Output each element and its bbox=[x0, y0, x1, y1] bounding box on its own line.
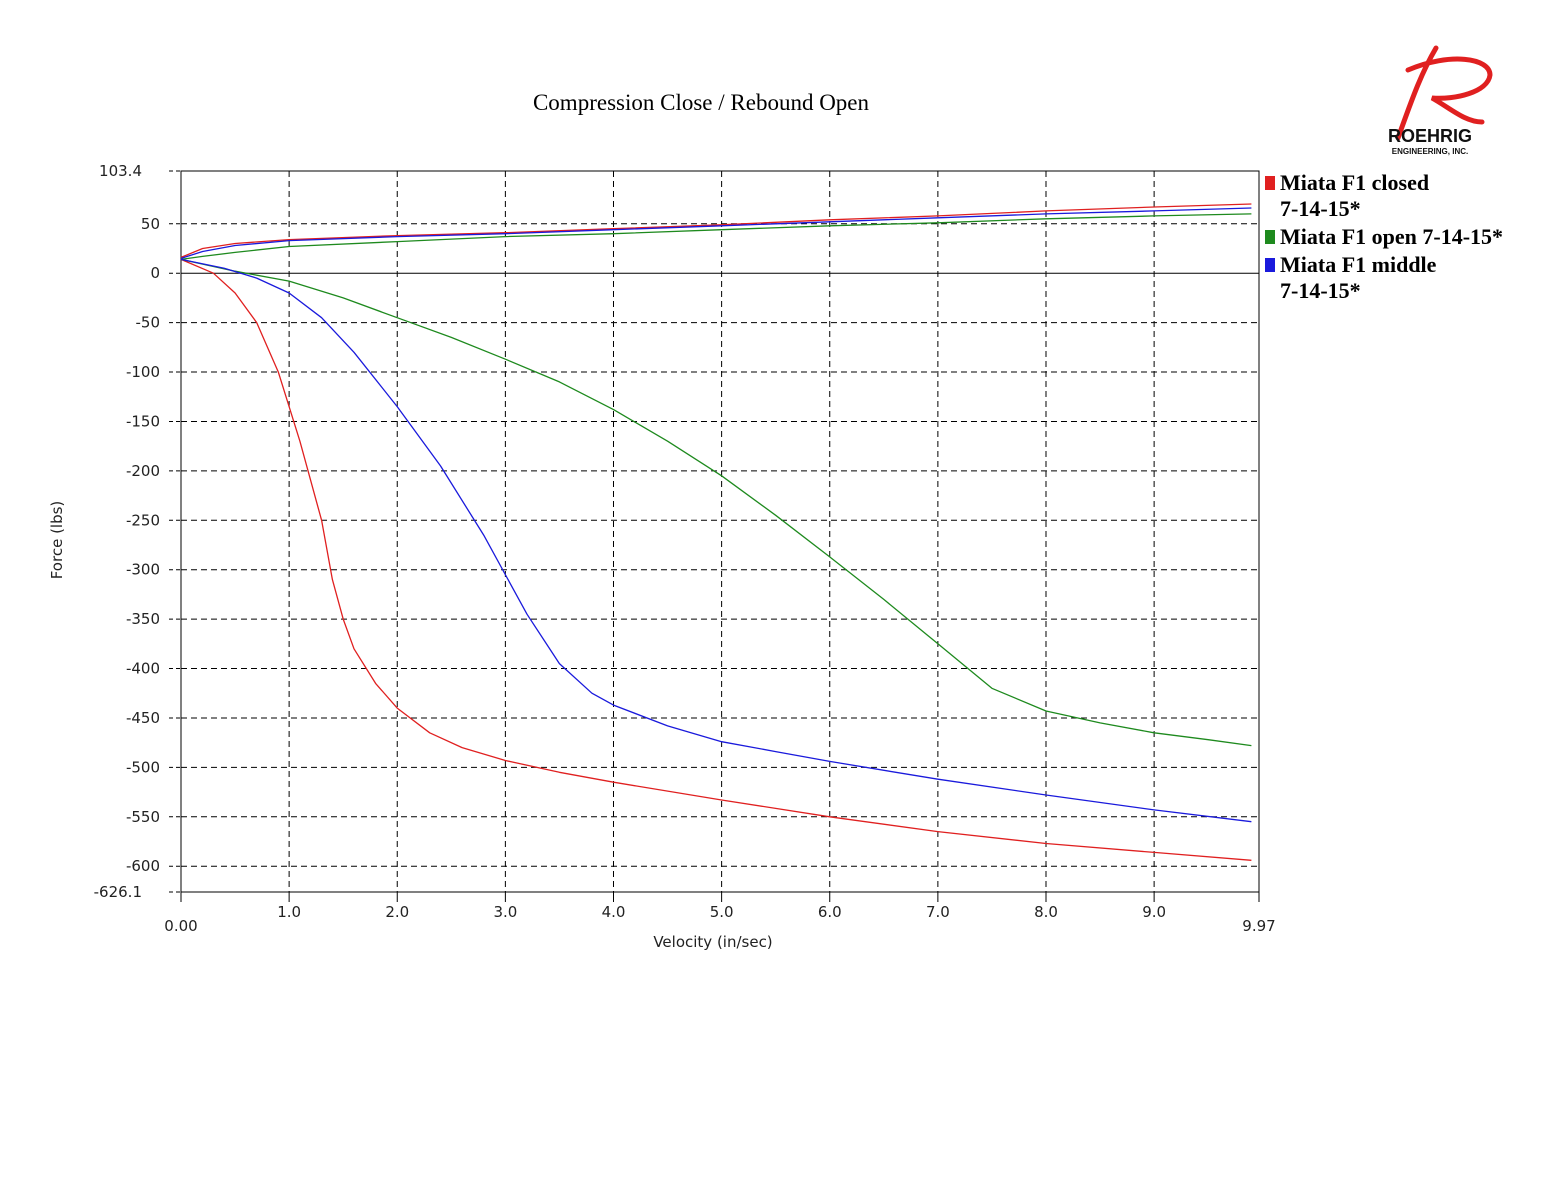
y-axis-label: Force (lbs) bbox=[48, 501, 66, 580]
y-tick-label: 103.4 bbox=[99, 162, 142, 180]
x-axis-label: Velocity (in/sec) bbox=[653, 933, 772, 951]
plot-frame bbox=[180, 170, 1260, 893]
y-tick-label: -400 bbox=[126, 660, 160, 678]
y-tick-label: -450 bbox=[126, 709, 160, 727]
series-lines bbox=[180, 203, 1252, 861]
y-tick-label: 0 bbox=[150, 264, 160, 282]
y-tick-label: 50 bbox=[141, 215, 160, 233]
legend-swatch bbox=[1265, 258, 1275, 272]
legend-label: Miata F1 open 7-14-15* bbox=[1280, 224, 1503, 249]
series-line-1-compression bbox=[180, 258, 1252, 747]
x-tick-label: 9.0 bbox=[1142, 903, 1166, 921]
legend-label: 7-14-15* bbox=[1280, 196, 1361, 221]
legend-swatch bbox=[1265, 230, 1275, 244]
logo-sub: ENGINEERING, INC. bbox=[1392, 147, 1468, 156]
series-line-1-rebound bbox=[180, 213, 1252, 261]
y-tick-label: -350 bbox=[126, 610, 160, 628]
x-tick-label: 5.0 bbox=[710, 903, 734, 921]
x-tick-label: 0.00 bbox=[164, 917, 197, 935]
legend-label: Miata F1 closed bbox=[1280, 170, 1429, 195]
series-line-0-rebound bbox=[180, 203, 1252, 259]
x-tick-label: 3.0 bbox=[493, 903, 517, 921]
y-tick-label: -600 bbox=[126, 857, 160, 875]
logo-name: ROEHRIG bbox=[1388, 126, 1472, 146]
y-tick-label: -500 bbox=[126, 758, 160, 776]
series-line-2-compression bbox=[180, 258, 1252, 823]
x-tick-label: 2.0 bbox=[385, 903, 409, 921]
x-axis-ticks: 0.00 1.0 2.0 3.0 4.0 5.0 6.0 7.0 8.0 9.0 9.97 bbox=[164, 892, 1276, 935]
y-tick-label: -550 bbox=[126, 808, 160, 826]
chart-title: Compression Close / Rebound Open bbox=[533, 90, 870, 115]
y-tick-label: -100 bbox=[126, 363, 160, 381]
logo: ROEHRIG ENGINEERING, INC. bbox=[1388, 45, 1493, 156]
grid bbox=[181, 171, 1259, 892]
x-tick-label: 6.0 bbox=[818, 903, 842, 921]
series-line-2-rebound bbox=[180, 207, 1252, 260]
y-axis-ticks: 103.4 50 0 -50 -100 -150 -200 -250 -300 -350 -400 -… bbox=[94, 162, 181, 901]
x-tick-label: 8.0 bbox=[1034, 903, 1058, 921]
x-tick-label: 7.0 bbox=[926, 903, 950, 921]
axes bbox=[180, 170, 1260, 893]
x-tick-label: 1.0 bbox=[277, 903, 301, 921]
y-tick-label: -300 bbox=[126, 561, 160, 579]
legend-label: 7-14-15* bbox=[1280, 278, 1361, 303]
y-tick-label: -50 bbox=[136, 314, 161, 332]
y-tick-label: -626.1 bbox=[94, 883, 142, 901]
series-line-0-compression bbox=[180, 258, 1252, 861]
legend-swatch bbox=[1265, 176, 1275, 190]
x-tick-label: 4.0 bbox=[602, 903, 626, 921]
legend-label: Miata F1 middle bbox=[1280, 252, 1437, 277]
logo-r-mark bbox=[1395, 45, 1493, 141]
x-tick-label: 9.97 bbox=[1242, 917, 1275, 935]
y-tick-label: -250 bbox=[126, 511, 160, 529]
y-tick-label: -200 bbox=[126, 462, 160, 480]
y-tick-label: -150 bbox=[126, 412, 160, 430]
